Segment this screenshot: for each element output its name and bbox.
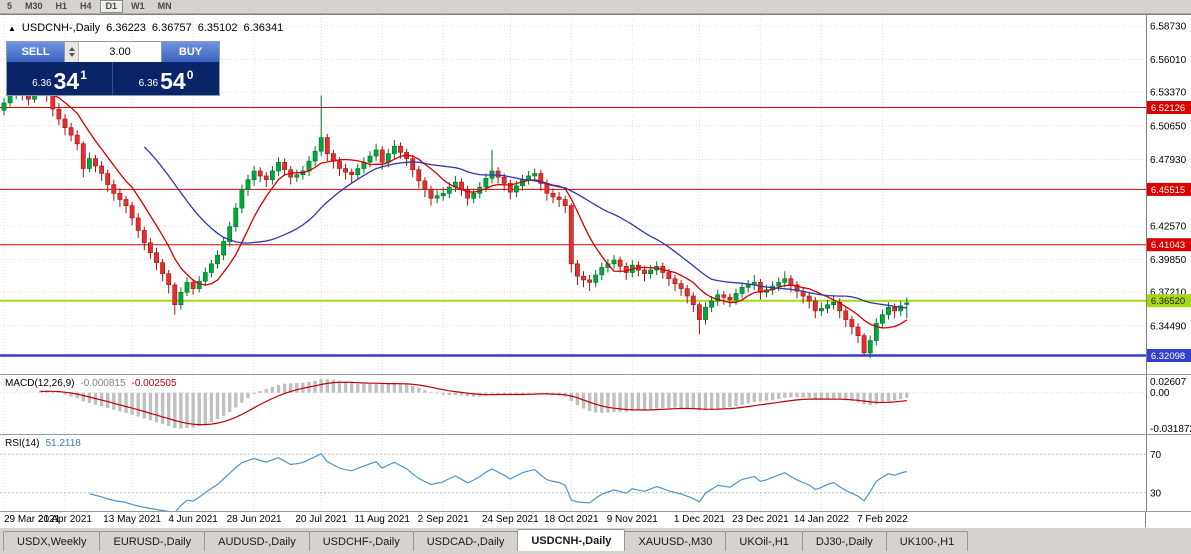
chart-tab-xauusd-m30[interactable]: XAUUSD-,M30 xyxy=(624,531,727,551)
sell-button[interactable]: SELL xyxy=(7,42,64,62)
price-badge-label: 6.52126 xyxy=(1151,103,1185,114)
macd-indicator-label: MACD(12,26,9) -0.000815 -0.002505 xyxy=(5,378,177,389)
macd-hist-value: -0.000815 xyxy=(80,378,126,389)
price-chart[interactable]: 6.58730 6.56010 6.53370 6.50650 6.47930 6.425… xyxy=(0,15,1191,374)
date-label: 29 Mar 2021 xyxy=(4,514,61,525)
rsi-value: 51.2118 xyxy=(45,438,81,449)
rsi-axis-label: 30 xyxy=(1150,488,1162,499)
high-value: 6.36757 xyxy=(151,22,192,34)
volume-field[interactable]: 3.00 xyxy=(64,42,162,62)
price-badge xyxy=(1147,182,1191,196)
date-label: 7 Feb 2022 xyxy=(857,514,908,525)
chart-tab-bar: USDX,Weekly EURUSD-,Daily AUDUSD-,Daily USD… xyxy=(0,527,1191,554)
price-badge xyxy=(1147,349,1191,362)
low-value: 6.35102 xyxy=(197,22,238,34)
sell-price[interactable]: 6.36 34 1 xyxy=(7,62,113,95)
timeframe-button-h1[interactable]: H1 xyxy=(55,1,68,11)
one-click-toggle-icon[interactable]: ▲ xyxy=(8,23,16,33)
volume-value[interactable]: 3.00 xyxy=(109,46,131,58)
volume-spinner[interactable] xyxy=(65,42,79,62)
symbol-ohlc-line: ▲ USDCNH-,Daily 6.36223 6.36757 6.35102 … xyxy=(8,22,283,34)
rsi-name: RSI(14) xyxy=(5,438,40,449)
one-click-trading-panel: SELL 3.00 BUY 6.36 34 1 6.36 xyxy=(6,41,220,96)
chart-tab-ukoil-h1[interactable]: UKOil-,H1 xyxy=(725,531,803,551)
open-value: 6.36223 xyxy=(106,22,146,34)
price-badge-label: 6.41043 xyxy=(1151,240,1185,251)
date-label: 18 Oct 2021 xyxy=(544,514,599,525)
price-axis-label: 6.42570 xyxy=(1150,221,1187,232)
sell-price-prefix: 6.36 xyxy=(32,78,52,89)
price-axis-label: 6.34490 xyxy=(1150,321,1187,332)
date-label: 11 Aug 2021 xyxy=(354,514,410,525)
close-value: 6.36341 xyxy=(243,22,284,34)
price-axis-label: 6.50650 xyxy=(1150,121,1187,132)
price-badge xyxy=(1147,238,1191,252)
price-badge-label: 6.36520 xyxy=(1151,296,1185,307)
price-axis-label: 6.47930 xyxy=(1150,155,1187,166)
price-axis-label: 6.53370 xyxy=(1150,88,1187,99)
sell-price-big: 34 xyxy=(53,68,80,95)
panel-separator xyxy=(0,511,1191,512)
macd-axis-label: 0.00 xyxy=(1150,388,1170,399)
chart-tab-usdchf-daily[interactable]: USDCHF-,Daily xyxy=(308,531,414,551)
macd-signal-value: -0.002505 xyxy=(131,378,177,389)
buy-price-pip: 0 xyxy=(186,68,194,82)
sell-price-pip: 1 xyxy=(80,68,87,82)
price-badge xyxy=(1147,294,1191,308)
price-axis-label: 6.58730 xyxy=(1150,21,1187,32)
date-label: 23 Dec 2021 xyxy=(732,514,789,525)
macd-axis-label: -0.031872 xyxy=(1150,424,1191,434)
price-badge-label: 6.45515 xyxy=(1151,185,1185,196)
chart-tab-eurusd-daily[interactable]: EURUSD-,Daily xyxy=(99,531,206,551)
date-label: 2 Sep 2021 xyxy=(417,514,469,525)
timeframe-button-w1[interactable]: W1 xyxy=(131,1,145,11)
buy-price-big: 54 xyxy=(160,68,186,95)
price-badge xyxy=(1147,101,1191,114)
rsi-axis-label: 70 xyxy=(1150,450,1162,461)
panel-separator[interactable] xyxy=(0,374,1191,375)
macd-name: MACD(12,26,9) xyxy=(5,378,75,389)
rsi-panel[interactable]: 70 30 xyxy=(0,435,1191,512)
chart-tab-usdcnh-daily[interactable]: USDCNH-,Daily xyxy=(517,529,626,551)
chart-area: 6.58730 6.56010 6.53370 6.50650 6.47930 6.425… xyxy=(0,14,1191,527)
spinner-down-icon[interactable] xyxy=(68,53,75,57)
chart-tab-dj30-daily[interactable]: DJ30-,Daily xyxy=(801,531,887,551)
chart-tab-audusd-daily[interactable]: AUDUSD-,Daily xyxy=(204,531,310,551)
date-label: 13 May 2021 xyxy=(103,514,162,525)
date-label: 24 Sep 2021 xyxy=(481,514,539,525)
date-label: 20 Jul 2021 xyxy=(295,514,348,525)
price-axis-label: 6.39850 xyxy=(1150,255,1187,266)
timeframe-button-d1[interactable]: D1 xyxy=(99,0,124,13)
timeframe-button-m30[interactable]: M30 xyxy=(25,1,43,11)
time-axis[interactable]: 29 Mar 2021 21 Apr 2021 13 May 2021 4 Jun 2… xyxy=(0,512,1146,527)
date-label: 4 Jun 2021 xyxy=(168,514,218,525)
spinner-up-icon[interactable] xyxy=(68,47,75,51)
chart-tab-usdx-weekly[interactable]: USDX,Weekly xyxy=(3,531,101,551)
buy-price-prefix: 6.36 xyxy=(138,78,159,89)
date-label: 1 Dec 2021 xyxy=(673,514,725,525)
chart-tab-uk100-h1[interactable]: UK100-,H1 xyxy=(885,531,969,551)
buy-price[interactable]: 6.36 54 0 xyxy=(113,62,219,95)
date-label: 28 Jun 2021 xyxy=(226,514,282,525)
date-label: 21 Apr 2021 xyxy=(38,514,92,525)
rsi-indicator-label: RSI(14) 51.2118 xyxy=(5,438,81,449)
timeframe-button-5[interactable]: 5 xyxy=(7,1,13,11)
price-axis-label: 6.56010 xyxy=(1150,55,1187,66)
timeframe-button-mn[interactable]: MN xyxy=(157,1,172,11)
macd-axis-label: 0.02607 xyxy=(1150,377,1187,388)
chart-tab-usdcad-daily[interactable]: USDCAD-,Daily xyxy=(412,531,519,551)
price-axis-label: 6.37210 xyxy=(1150,288,1187,299)
timeframe-toolbar: 5 M30 H1 H4 D1 W1 MN xyxy=(0,0,1191,14)
date-label: 14 Jan 2022 xyxy=(793,514,849,525)
panel-separator[interactable] xyxy=(0,434,1191,435)
symbol-name: USDCNH-,Daily xyxy=(21,22,101,34)
price-badge-label: 6.32098 xyxy=(1151,351,1185,362)
buy-button[interactable]: BUY xyxy=(162,42,219,62)
timeframe-button-h4[interactable]: H4 xyxy=(80,1,92,11)
date-label: 9 Nov 2021 xyxy=(606,514,658,525)
